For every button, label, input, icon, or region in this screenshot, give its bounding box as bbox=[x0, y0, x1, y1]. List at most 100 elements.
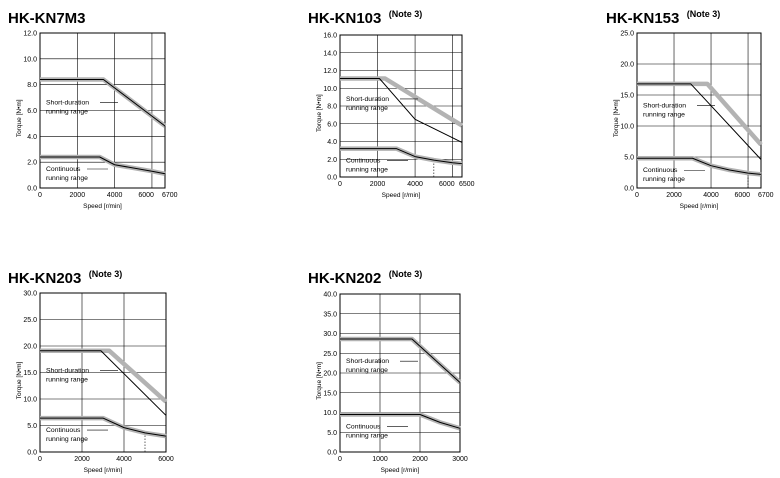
continuous-label-line2: running range bbox=[643, 176, 685, 183]
series-short-duration-thin bbox=[40, 79, 166, 127]
chart-title: HK-KN153 bbox=[606, 10, 679, 27]
x-tick-label: 2000 bbox=[370, 181, 386, 188]
chart-title: HK-KN202 bbox=[308, 270, 381, 287]
continuous-label-line1: Continuous bbox=[643, 167, 678, 174]
continuous-label-line2: running range bbox=[346, 432, 388, 439]
x-tick-label: 3000 bbox=[452, 456, 468, 463]
y-tick-label: 25.0 bbox=[620, 31, 634, 38]
y-tick-label: 2.0 bbox=[27, 160, 37, 167]
y-tick-label: 0.0 bbox=[327, 175, 337, 182]
x-tick-label: 6000 bbox=[158, 456, 174, 463]
y-axis-label: Torque [N•m] bbox=[16, 99, 23, 137]
y-tick-label: 15.0 bbox=[323, 390, 337, 397]
short-duration-label-line2: running range bbox=[46, 108, 88, 115]
y-tick-label: 0.0 bbox=[27, 450, 37, 457]
continuous-label-line1: Continuous bbox=[46, 166, 81, 173]
y-tick-label: 14.0 bbox=[323, 50, 337, 57]
continuous-label-line2: running range bbox=[46, 175, 88, 182]
y-tick-label: 8.0 bbox=[327, 104, 337, 111]
y-tick-label: 30.0 bbox=[323, 331, 337, 338]
x-tick-label: 0 bbox=[635, 192, 639, 199]
chart-title: HK-KN7M3 bbox=[8, 10, 86, 27]
y-tick-label: 6.0 bbox=[327, 121, 337, 128]
x-tick-label: 6000 bbox=[439, 181, 455, 188]
x-tick-label: 6000 bbox=[734, 192, 750, 199]
short-duration-label-line2: running range bbox=[346, 105, 388, 112]
x-tick-label: 2000 bbox=[412, 456, 428, 463]
y-tick-label: 25.0 bbox=[23, 317, 37, 324]
short-duration-label-line2: running range bbox=[46, 376, 88, 383]
series-continuous bbox=[40, 156, 166, 175]
series-continuous bbox=[340, 413, 461, 429]
x-tick-label: 2000 bbox=[70, 192, 86, 199]
y-tick-label: 16.0 bbox=[323, 33, 337, 40]
x-tick-label: 0 bbox=[38, 456, 42, 463]
x-axis-label: Speed [r/min] bbox=[83, 203, 122, 210]
series-short-duration-thin bbox=[340, 77, 463, 143]
chart-note: (Note 3) bbox=[89, 269, 123, 279]
y-tick-label: 8.0 bbox=[27, 82, 37, 89]
y-tick-label: 10.0 bbox=[323, 86, 337, 93]
short-duration-label-line1: Short-duration bbox=[46, 367, 89, 374]
y-tick-label: 0.0 bbox=[624, 186, 634, 193]
y-tick-label: 10.0 bbox=[23, 56, 37, 63]
chart-note: (Note 3) bbox=[687, 9, 721, 19]
y-tick-label: 4.0 bbox=[27, 134, 37, 141]
series-continuous bbox=[340, 148, 463, 165]
x-tick-label: 0 bbox=[38, 192, 42, 199]
continuous-label-line1: Continuous bbox=[346, 158, 381, 165]
y-tick-label: 5.0 bbox=[327, 430, 337, 437]
plot-frame bbox=[636, 32, 762, 189]
x-axis-label: Speed [r/min] bbox=[382, 192, 421, 199]
chart-hk-kn103: HK-KN103 (Note 3) 0.0 2.0 4.0 6.0 8.0 10.0 12.0 1… bbox=[308, 9, 475, 199]
short-duration-label-line2: running range bbox=[346, 367, 388, 374]
y-tick-label: 12.0 bbox=[323, 68, 337, 75]
x-tick-label: 6000 bbox=[138, 192, 154, 199]
chart-note: (Note 3) bbox=[389, 269, 423, 279]
y-tick-label: 35.0 bbox=[323, 311, 337, 318]
y-tick-label: 20.0 bbox=[323, 371, 337, 378]
series-continuous bbox=[637, 157, 762, 175]
y-tick-label: 10.0 bbox=[23, 397, 37, 404]
series-continuous bbox=[40, 417, 167, 437]
y-tick-label: 12.0 bbox=[23, 31, 37, 38]
y-axis-label: Torque [N•m] bbox=[16, 361, 23, 399]
x-axis-label: Speed [r/min] bbox=[680, 203, 719, 210]
continuous-label-line1: Continuous bbox=[346, 423, 381, 430]
short-duration-label-line1: Short-duration bbox=[346, 96, 389, 103]
x-axis-label: Speed [r/min] bbox=[381, 467, 420, 474]
x-tick-label: 6700 bbox=[162, 192, 178, 199]
y-tick-label: 25.0 bbox=[323, 351, 337, 358]
x-tick-label: 6700 bbox=[758, 192, 774, 199]
x-tick-label: 4000 bbox=[116, 456, 132, 463]
chart-hk-kn153: HK-KN153 (Note 3) 0.0 5.0 10.0 15.0 20.0 25.0 0 2… bbox=[606, 9, 774, 210]
x-tick-label: 2000 bbox=[74, 456, 90, 463]
y-tick-label: 20.0 bbox=[620, 62, 634, 69]
y-tick-label: 5.0 bbox=[624, 155, 634, 162]
continuous-label-line2: running range bbox=[46, 436, 88, 443]
series-short-duration-thin bbox=[637, 83, 762, 160]
y-tick-label: 20.0 bbox=[23, 344, 37, 351]
chart-hk-kn203: HK-KN203 (Note 3) 0.0 5.0 10.0 15.0 20.0 25.0 30… bbox=[8, 269, 174, 474]
x-axis-label: Speed [r/min] bbox=[84, 467, 123, 474]
short-duration-label-line2: running range bbox=[643, 112, 685, 119]
y-axis-label: Torque [N•m] bbox=[613, 99, 620, 137]
x-tick-label: 1000 bbox=[372, 456, 388, 463]
short-duration-label-line1: Short-duration bbox=[346, 358, 389, 365]
chart-title: HK-KN103 bbox=[308, 10, 381, 27]
y-tick-label: 2.0 bbox=[327, 157, 337, 164]
chart-title: HK-KN203 bbox=[8, 270, 81, 287]
x-tick-label: 0 bbox=[338, 181, 342, 188]
y-axis-label: Torque [N•m] bbox=[316, 94, 323, 132]
y-tick-label: 6.0 bbox=[27, 108, 37, 115]
short-duration-label-line1: Short-duration bbox=[643, 103, 686, 110]
y-tick-label: 5.0 bbox=[27, 423, 37, 430]
x-tick-label: 4000 bbox=[703, 192, 719, 199]
chart-hk-kn202: HK-KN202 (Note 3) 0.0 5.0 10.0 15.0 20.0 25.0 30… bbox=[308, 269, 468, 474]
x-tick-label: 4000 bbox=[407, 181, 423, 188]
series-short-duration-thin bbox=[40, 350, 167, 416]
y-tick-label: 10.0 bbox=[323, 410, 337, 417]
x-tick-label: 6500 bbox=[459, 181, 475, 188]
y-axis-label: Torque [N•m] bbox=[316, 362, 323, 400]
